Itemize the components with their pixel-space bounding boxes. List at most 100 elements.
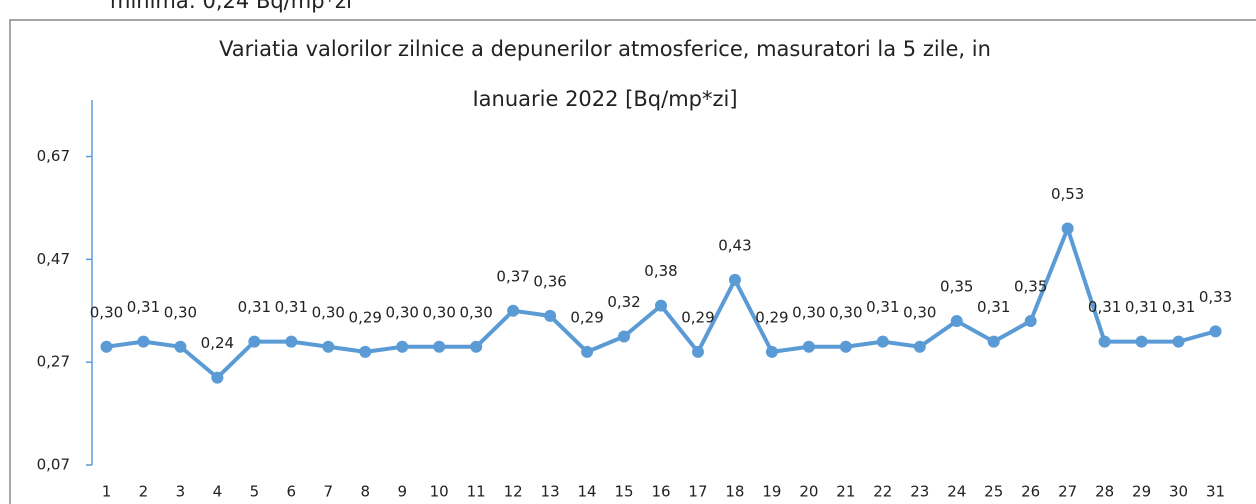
x-tick-label: 25 bbox=[984, 483, 1003, 501]
x-tick-label: 21 bbox=[836, 483, 855, 501]
x-tick-label: 30 bbox=[1169, 483, 1188, 501]
marker bbox=[470, 340, 483, 353]
data-label: 0,31 bbox=[1162, 298, 1195, 316]
x-tick-label: 5 bbox=[250, 483, 260, 501]
x-tick-label: 18 bbox=[725, 483, 744, 501]
data-label: 0,30 bbox=[312, 303, 345, 321]
data-label: 0,36 bbox=[533, 272, 566, 290]
x-tick-label: 29 bbox=[1132, 483, 1151, 501]
marker bbox=[691, 345, 704, 358]
data-label: 0,30 bbox=[829, 303, 862, 321]
y-tick-label: 0,67 bbox=[37, 147, 70, 165]
data-label: 0,38 bbox=[644, 262, 677, 280]
data-label: 0,24 bbox=[201, 334, 234, 352]
x-tick-label: 27 bbox=[1058, 483, 1077, 501]
x-tick-label: 9 bbox=[397, 483, 407, 501]
chart-title: Variatia valorilor zilnice a depunerilor… bbox=[219, 37, 991, 61]
x-tick-label: 15 bbox=[614, 483, 633, 501]
data-label: 0,31 bbox=[866, 298, 899, 316]
marker bbox=[1209, 325, 1222, 338]
marker bbox=[322, 340, 335, 353]
marker bbox=[876, 335, 889, 348]
data-label: 0,37 bbox=[496, 267, 529, 285]
x-tick-label: 3 bbox=[176, 483, 186, 501]
marker bbox=[211, 371, 224, 384]
x-tick-label: 31 bbox=[1206, 483, 1225, 501]
marker bbox=[507, 304, 520, 317]
x-tick-label: 7 bbox=[324, 483, 334, 501]
x-tick-label: 1 bbox=[102, 483, 112, 501]
marker bbox=[433, 340, 446, 353]
x-tick-label: 13 bbox=[541, 483, 560, 501]
data-label: 0,31 bbox=[238, 298, 271, 316]
chart-frame bbox=[9, 19, 1256, 504]
data-label: 0,29 bbox=[349, 308, 382, 326]
x-tick-label: 14 bbox=[578, 483, 597, 501]
marker bbox=[137, 335, 150, 348]
marker bbox=[655, 299, 667, 312]
x-tick-label: 22 bbox=[873, 483, 892, 501]
marker bbox=[802, 340, 815, 353]
x-tick-label: 11 bbox=[467, 483, 486, 501]
marker bbox=[913, 340, 926, 353]
data-label: 0,53 bbox=[1051, 185, 1084, 203]
x-tick-label: 2 bbox=[139, 483, 149, 501]
data-label: 0,29 bbox=[681, 308, 714, 326]
x-tick-label: 24 bbox=[947, 483, 966, 501]
marker bbox=[950, 315, 963, 328]
marker bbox=[285, 335, 298, 348]
data-label: 0,30 bbox=[164, 303, 197, 321]
data-label: 0,31 bbox=[1088, 298, 1121, 316]
x-tick-label: 10 bbox=[430, 483, 449, 501]
marker bbox=[987, 335, 1000, 348]
data-label: 0,33 bbox=[1199, 288, 1232, 306]
data-label: 0,30 bbox=[386, 303, 419, 321]
data-label: 0,43 bbox=[718, 236, 751, 254]
marker bbox=[174, 340, 187, 353]
x-tick-label: 26 bbox=[1021, 483, 1040, 501]
marker bbox=[396, 340, 409, 353]
chart-title: Ianuarie 2022 [Bq/mp*zi] bbox=[472, 87, 737, 111]
marker bbox=[581, 345, 594, 358]
x-tick-label: 6 bbox=[287, 483, 297, 501]
data-label: 0,31 bbox=[977, 298, 1010, 316]
marker bbox=[765, 345, 778, 358]
marker bbox=[618, 330, 631, 343]
marker bbox=[1098, 335, 1111, 348]
x-tick-label: 28 bbox=[1095, 483, 1114, 501]
data-label: 0,30 bbox=[459, 303, 492, 321]
x-tick-label: 4 bbox=[213, 483, 223, 501]
note: minima: 0,24 Bq/mp*zi bbox=[110, 0, 352, 13]
data-label: 0,31 bbox=[275, 298, 308, 316]
x-tick-label: 17 bbox=[688, 483, 707, 501]
data-label: 0,29 bbox=[570, 308, 603, 326]
data-label: 0,30 bbox=[792, 303, 825, 321]
x-tick-label: 16 bbox=[651, 483, 670, 501]
marker bbox=[544, 309, 557, 322]
x-tick-label: 19 bbox=[762, 483, 781, 501]
y-tick-label: 0,07 bbox=[37, 456, 70, 474]
marker bbox=[1024, 315, 1037, 328]
x-tick-label: 8 bbox=[360, 483, 370, 501]
marker bbox=[1135, 335, 1148, 348]
marker bbox=[248, 335, 261, 348]
data-label: 0,30 bbox=[903, 303, 936, 321]
data-label: 0,35 bbox=[940, 278, 973, 296]
data-label: 0,30 bbox=[422, 303, 455, 321]
marker bbox=[100, 340, 113, 353]
x-tick-label: 20 bbox=[799, 483, 818, 501]
data-label: 0,35 bbox=[1014, 278, 1047, 296]
y-tick-label: 0,27 bbox=[37, 353, 70, 371]
y-tick-label: 0,47 bbox=[37, 250, 70, 268]
data-label: 0,32 bbox=[607, 293, 640, 311]
data-label: 0,31 bbox=[127, 298, 160, 316]
data-label: 0,31 bbox=[1125, 298, 1158, 316]
x-tick-label: 23 bbox=[910, 483, 929, 501]
data-label: 0,30 bbox=[90, 303, 123, 321]
x-tick-label: 12 bbox=[504, 483, 523, 501]
data-label: 0,29 bbox=[755, 308, 788, 326]
marker bbox=[1061, 222, 1074, 235]
marker bbox=[359, 345, 372, 358]
